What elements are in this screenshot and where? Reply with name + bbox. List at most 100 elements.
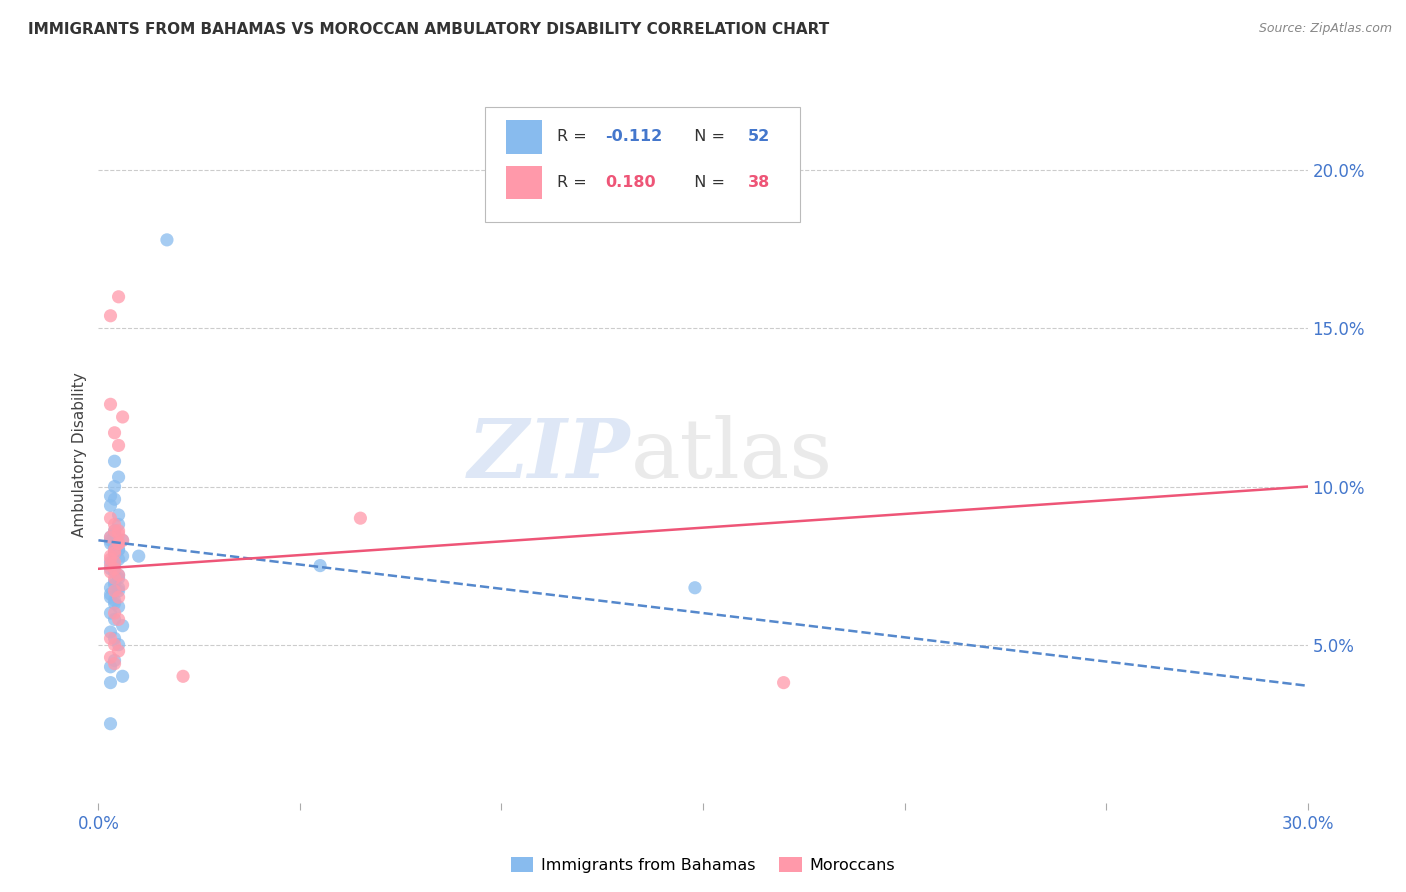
Text: N =: N =: [683, 175, 730, 190]
Point: [100, 499, 122, 513]
Point: [103, 638, 125, 652]
Point: [103, 556, 125, 570]
Point: [100, 606, 122, 620]
Point: [103, 454, 125, 468]
Point: [107, 568, 129, 582]
Point: [111, 669, 134, 683]
Point: [100, 536, 122, 550]
Point: [103, 540, 125, 554]
Text: N =: N =: [683, 129, 730, 145]
Point: [349, 511, 371, 525]
Text: Source: ZipAtlas.com: Source: ZipAtlas.com: [1258, 22, 1392, 36]
Point: [107, 568, 129, 582]
Point: [103, 546, 125, 560]
Point: [107, 599, 129, 614]
Point: [107, 536, 129, 550]
Point: [103, 593, 125, 607]
Point: [111, 549, 134, 563]
Point: [103, 657, 125, 671]
FancyBboxPatch shape: [485, 107, 800, 222]
Point: [103, 583, 125, 598]
Point: [103, 632, 125, 646]
Point: [100, 558, 122, 573]
Point: [100, 625, 122, 640]
Point: [107, 591, 129, 605]
Point: [103, 527, 125, 541]
Point: [100, 660, 122, 674]
Point: [100, 591, 122, 605]
Point: [111, 533, 134, 548]
Text: R =: R =: [557, 129, 592, 145]
Point: [111, 618, 134, 632]
Point: [107, 571, 129, 585]
Point: [100, 565, 122, 579]
Point: [111, 577, 134, 591]
Point: [309, 558, 332, 573]
Point: [111, 409, 134, 424]
FancyBboxPatch shape: [506, 120, 543, 153]
Point: [103, 562, 125, 576]
Point: [107, 438, 129, 452]
Point: [100, 552, 122, 566]
Point: [107, 552, 129, 566]
Point: [100, 562, 122, 576]
Point: [100, 397, 122, 411]
Point: [107, 583, 129, 598]
Text: 38: 38: [748, 175, 770, 190]
Point: [100, 530, 122, 544]
Y-axis label: Ambulatory Disability: Ambulatory Disability: [72, 373, 87, 537]
Point: [107, 536, 129, 550]
Point: [100, 533, 122, 548]
Point: [100, 556, 122, 570]
Point: [103, 479, 125, 493]
Legend: Immigrants from Bahamas, Moroccans: Immigrants from Bahamas, Moroccans: [505, 851, 901, 880]
Point: [103, 574, 125, 589]
Text: R =: R =: [557, 175, 592, 190]
Point: [156, 233, 179, 247]
Point: [128, 549, 150, 563]
Point: [100, 549, 122, 563]
Point: [103, 546, 125, 560]
Point: [107, 290, 129, 304]
Text: ZIP: ZIP: [468, 415, 630, 495]
Point: [100, 650, 122, 665]
Text: -0.112: -0.112: [605, 129, 662, 145]
Point: [172, 669, 194, 683]
Point: [107, 470, 129, 484]
Point: [107, 524, 129, 538]
Point: [107, 612, 129, 626]
Text: atlas: atlas: [630, 415, 832, 495]
Point: [107, 527, 129, 541]
Point: [103, 577, 125, 591]
Point: [100, 632, 122, 646]
Point: [772, 675, 794, 690]
Point: [107, 644, 129, 658]
Point: [100, 530, 122, 544]
Point: [103, 425, 125, 440]
Point: [103, 517, 125, 532]
Text: IMMIGRANTS FROM BAHAMAS VS MOROCCAN AMBULATORY DISABILITY CORRELATION CHART: IMMIGRANTS FROM BAHAMAS VS MOROCCAN AMBU…: [28, 22, 830, 37]
Point: [683, 581, 706, 595]
Point: [103, 542, 125, 557]
Point: [103, 492, 125, 507]
Text: 0.180: 0.180: [605, 175, 655, 190]
Point: [100, 489, 122, 503]
Point: [100, 716, 122, 731]
Point: [103, 571, 125, 585]
Point: [100, 511, 122, 525]
Point: [103, 653, 125, 667]
Point: [103, 524, 125, 538]
Point: [103, 565, 125, 579]
FancyBboxPatch shape: [506, 166, 543, 199]
Point: [103, 546, 125, 560]
Point: [103, 524, 125, 538]
Point: [107, 581, 129, 595]
Point: [107, 517, 129, 532]
Point: [100, 309, 122, 323]
Point: [100, 587, 122, 601]
Point: [100, 581, 122, 595]
Point: [103, 597, 125, 611]
Point: [107, 542, 129, 557]
Point: [111, 533, 134, 548]
Point: [107, 508, 129, 522]
